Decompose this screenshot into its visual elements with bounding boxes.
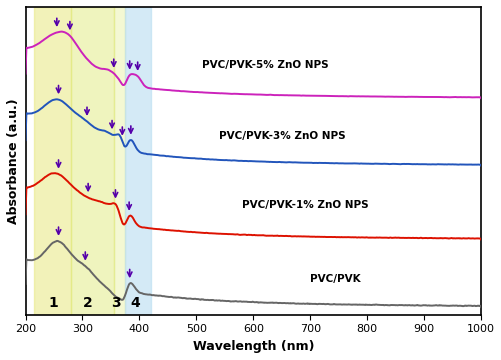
Bar xyxy=(34,7,71,315)
Text: PVC/PVK-3% ZnO NPS: PVC/PVK-3% ZnO NPS xyxy=(218,131,345,141)
X-axis label: Wavelength (nm): Wavelength (nm) xyxy=(192,340,314,353)
Text: PVC/PVK: PVC/PVK xyxy=(310,274,360,284)
Bar xyxy=(71,7,114,315)
Text: 4: 4 xyxy=(130,296,140,310)
Text: 1: 1 xyxy=(48,296,58,310)
Bar xyxy=(125,7,150,315)
Text: 2: 2 xyxy=(83,296,93,310)
Text: PVC/PVK-5% ZnO NPS: PVC/PVK-5% ZnO NPS xyxy=(201,60,328,71)
Text: 3: 3 xyxy=(110,296,120,310)
Text: PVC/PVK-1% ZnO NPS: PVC/PVK-1% ZnO NPS xyxy=(241,201,368,211)
Bar xyxy=(114,7,125,315)
Y-axis label: Absorbance (a.u.): Absorbance (a.u.) xyxy=(7,98,20,224)
